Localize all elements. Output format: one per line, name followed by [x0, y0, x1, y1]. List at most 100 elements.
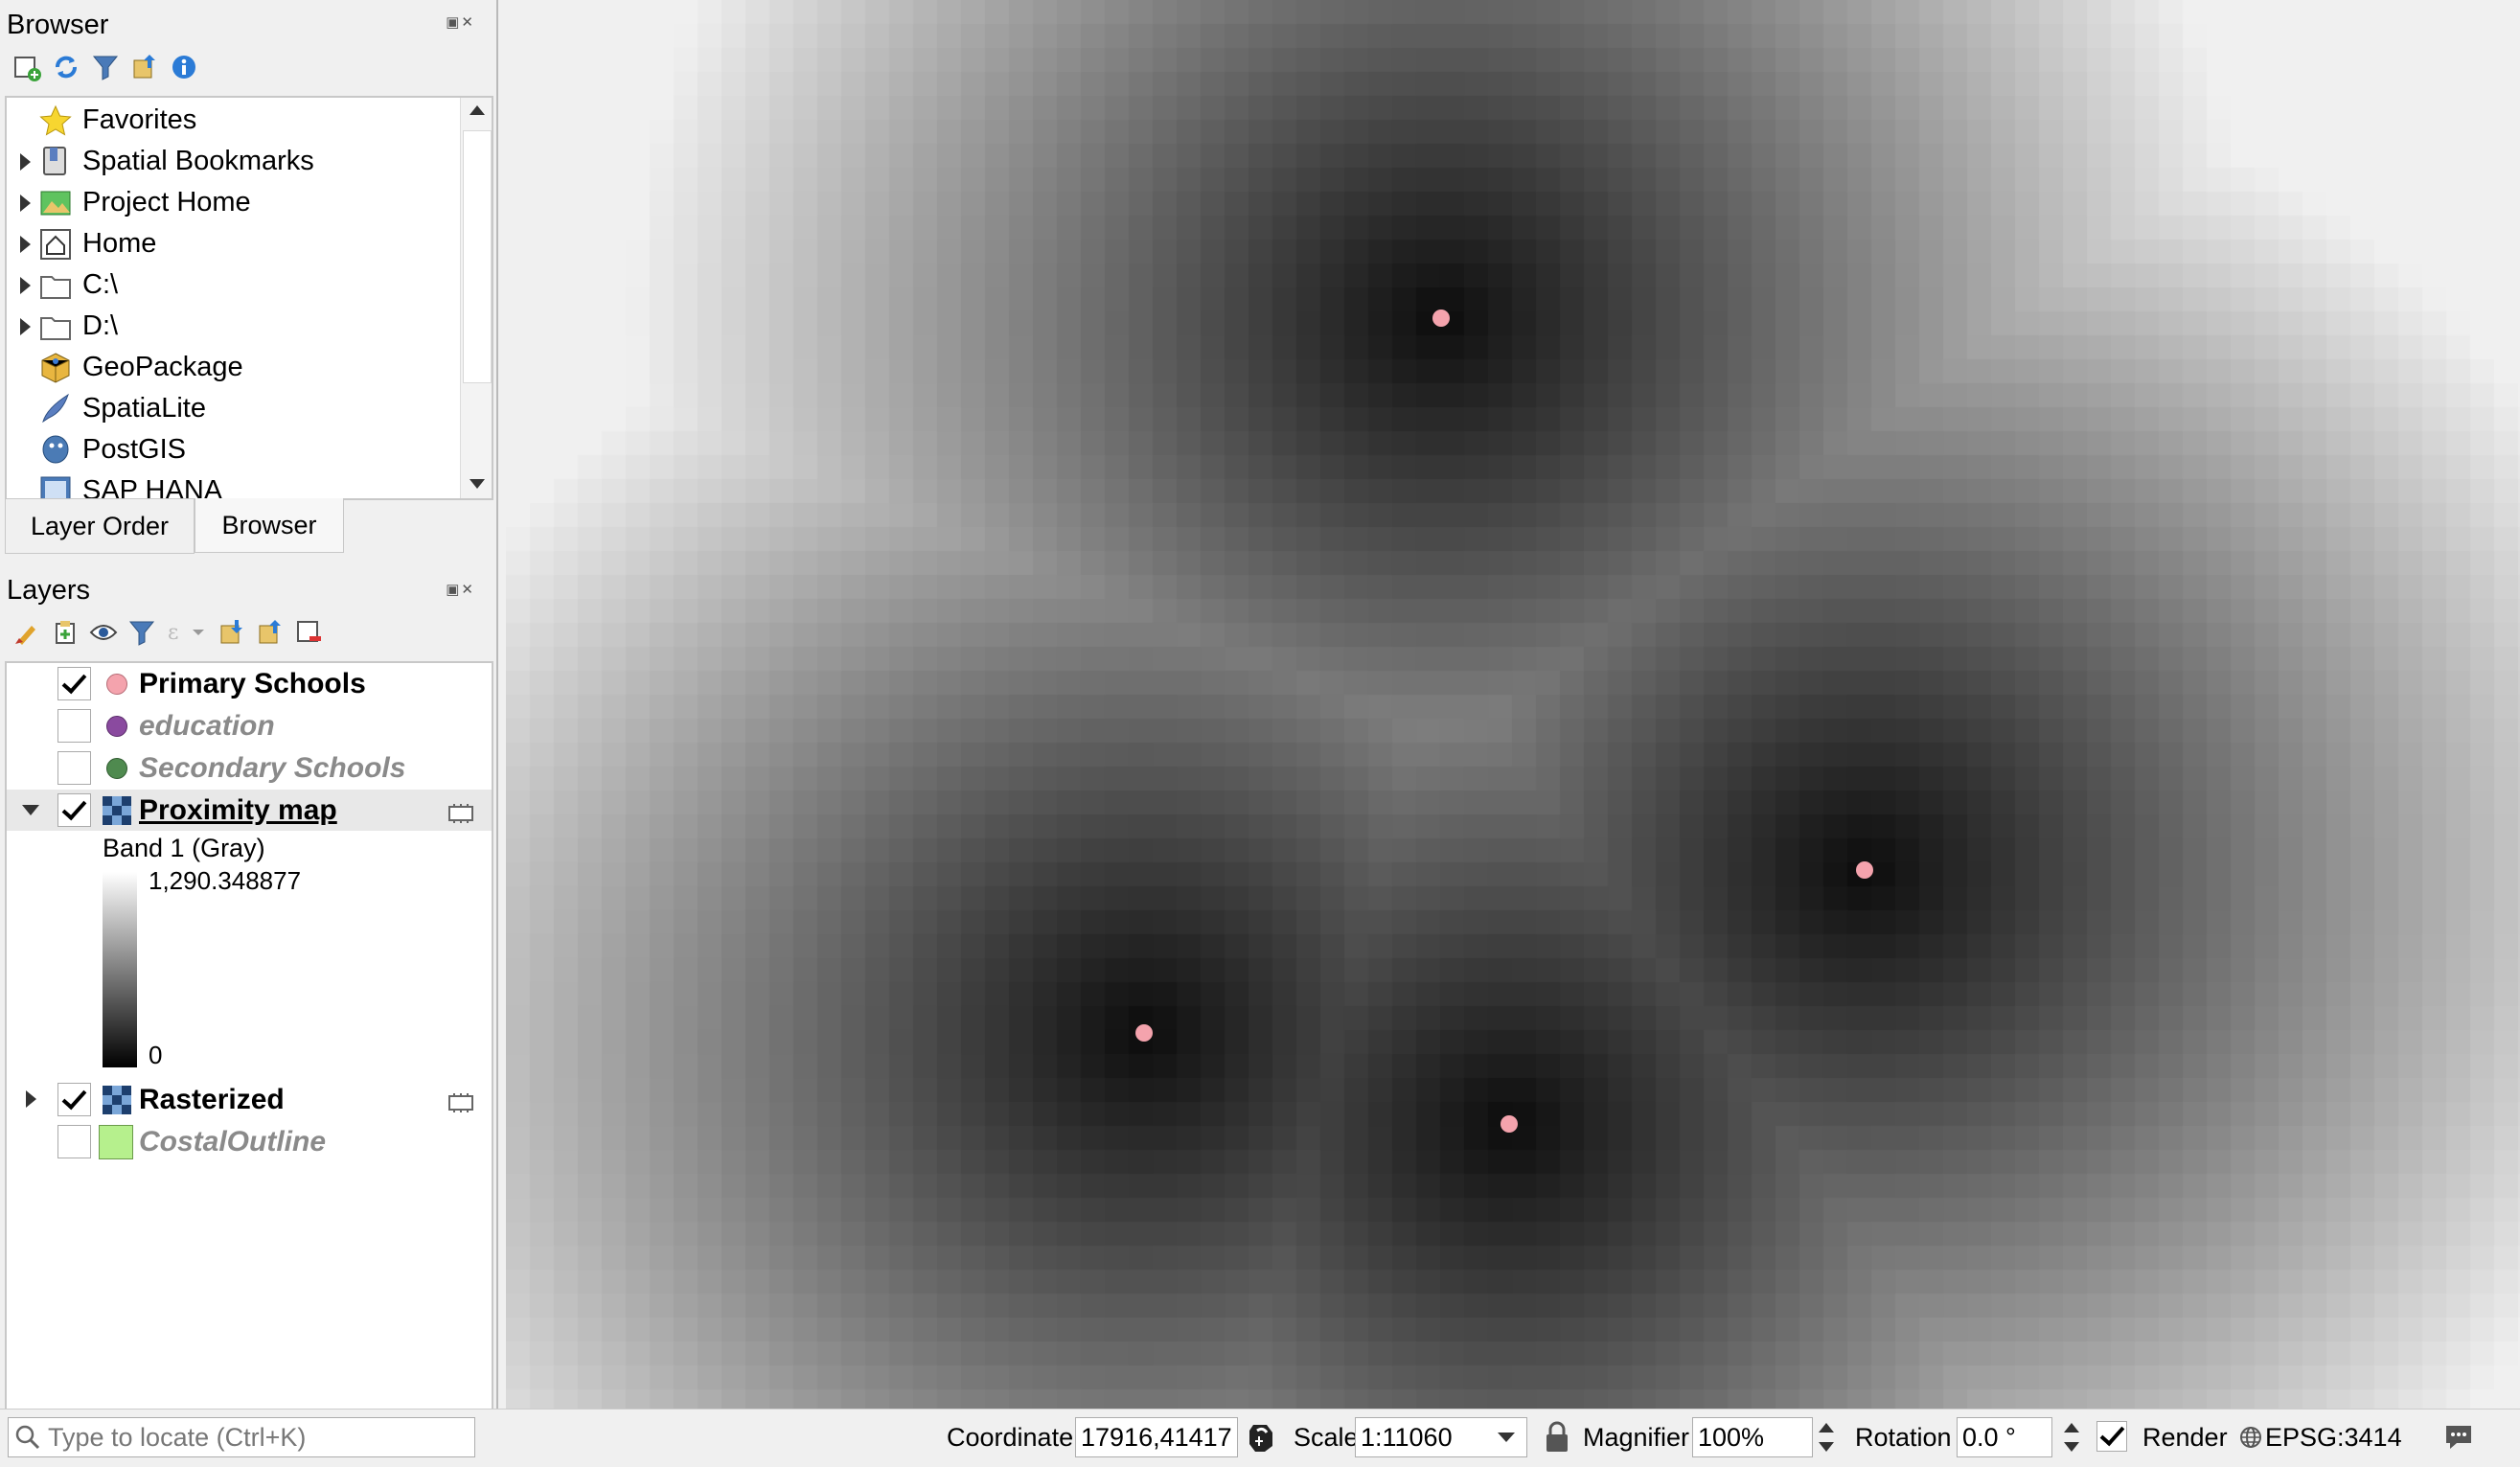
- expand-arrow-icon[interactable]: [11, 264, 38, 306]
- expand-arrow-icon[interactable]: [26, 1090, 36, 1108]
- sap-hana-icon: [38, 474, 73, 498]
- visibility-eye-icon[interactable]: [88, 617, 119, 648]
- add-group-icon[interactable]: [50, 617, 80, 648]
- layer-row-education[interactable]: education: [7, 705, 492, 746]
- style-brush-icon[interactable]: [11, 617, 42, 648]
- mouse-extents-icon[interactable]: [1246, 1421, 1278, 1458]
- spatialite-icon: [38, 392, 73, 426]
- layer-checkbox[interactable]: [57, 709, 91, 743]
- layer-checkbox[interactable]: [57, 1125, 91, 1158]
- scroll-down-icon[interactable]: [470, 479, 485, 489]
- svg-text:ε: ε: [168, 621, 178, 645]
- scale-label: Scale: [1294, 1423, 1359, 1452]
- info-icon[interactable]: [169, 52, 199, 82]
- browser-item-label: C:\: [82, 269, 119, 300]
- tree-spacer: [11, 470, 38, 498]
- browser-panel-controls[interactable]: ▣✕: [446, 14, 475, 31]
- school-point-marker[interactable]: [1856, 861, 1873, 879]
- school-point-marker[interactable]: [1432, 309, 1450, 327]
- bookmark-icon: [38, 145, 73, 179]
- collapse-arrow-icon[interactable]: [22, 805, 39, 815]
- chevron-down-icon[interactable]: [1498, 1433, 1515, 1442]
- magnifier-spinner[interactable]: [1813, 1417, 1840, 1457]
- browser-scrollbar[interactable]: [460, 98, 492, 498]
- filter-legend-icon[interactable]: [126, 617, 157, 648]
- scroll-thumb[interactable]: [463, 130, 492, 383]
- browser-item-sap-hana[interactable]: SAP HANA: [7, 470, 223, 500]
- magnifier-field[interactable]: 100%: [1692, 1417, 1813, 1457]
- project-home-icon: [38, 186, 73, 220]
- rotation-spinner[interactable]: [2058, 1417, 2085, 1457]
- locate-placeholder: Type to locate (Ctrl+K): [48, 1422, 307, 1452]
- legend-max-value: 1,290.348877: [149, 866, 302, 895]
- locate-search-input[interactable]: Type to locate (Ctrl+K): [8, 1417, 475, 1457]
- layers-panel-controls[interactable]: ▣✕: [446, 582, 475, 598]
- collapse-all-icon[interactable]: [129, 52, 160, 82]
- browser-item-postgis[interactable]: PostGIS: [7, 429, 186, 470]
- expand-arrow-icon[interactable]: [11, 223, 38, 264]
- rotation-label: Rotation: [1855, 1423, 1952, 1452]
- expand-arrow-icon[interactable]: [11, 141, 38, 182]
- browser-item-label: D:\: [82, 310, 119, 341]
- layer-name: Primary Schools: [139, 667, 366, 699]
- layer-row-secondary-schools[interactable]: Secondary Schools: [7, 747, 492, 789]
- layer-checkbox[interactable]: [57, 751, 91, 785]
- crs-button[interactable]: EPSG:3414: [2265, 1423, 2402, 1452]
- layer-row-costal-outline[interactable]: CostalOutline: [7, 1121, 492, 1162]
- tab-browser[interactable]: Browser: [195, 498, 344, 553]
- layer-checkbox[interactable]: [57, 1083, 91, 1116]
- layer-row-primary-schools[interactable]: Primary Schools: [7, 663, 492, 704]
- expand-arrow-icon[interactable]: [11, 306, 38, 347]
- browser-item-project-home[interactable]: Project Home: [7, 182, 251, 223]
- point-symbol-icon: [103, 712, 131, 741]
- tab-layer-order[interactable]: Layer Order: [5, 498, 195, 554]
- messages-icon[interactable]: [2443, 1423, 2474, 1456]
- browser-item-label: Spatial Bookmarks: [82, 146, 314, 176]
- browser-item-home[interactable]: Home: [7, 223, 156, 264]
- remove-layer-icon[interactable]: [293, 617, 324, 648]
- school-point-marker[interactable]: [1135, 1024, 1153, 1042]
- lock-icon[interactable]: [1543, 1421, 1571, 1458]
- expand-all-icon[interactable]: [217, 617, 247, 648]
- layers-tree[interactable]: Primary Schools education Secondary Scho…: [5, 661, 493, 1412]
- browser-item-spatialite[interactable]: SpatiaLite: [7, 388, 206, 429]
- browser-item-d[interactable]: D:\: [7, 306, 118, 347]
- refresh-icon[interactable]: [51, 52, 81, 82]
- browser-item-spatial-bookmarks[interactable]: Spatial Bookmarks: [7, 141, 314, 182]
- add-selected-layers-icon[interactable]: [11, 52, 42, 82]
- filter-icon[interactable]: [90, 52, 121, 82]
- coordinate-field[interactable]: 17916,41417: [1075, 1417, 1238, 1457]
- folder-icon: [38, 309, 73, 344]
- layers-panel-title: Layers: [7, 575, 91, 606]
- school-point-marker[interactable]: [1501, 1115, 1518, 1133]
- home-icon: [38, 227, 73, 262]
- coordinate-label: Coordinate: [947, 1423, 1074, 1452]
- collapse-layers-icon[interactable]: [255, 617, 286, 648]
- crs-globe-icon[interactable]: [2238, 1425, 2263, 1455]
- render-label: Render: [2142, 1423, 2228, 1452]
- legend-min-value: 0: [149, 1041, 163, 1069]
- expand-arrow-icon[interactable]: [11, 182, 38, 223]
- scroll-up-icon[interactable]: [470, 105, 485, 115]
- browser-item-c[interactable]: C:\: [7, 264, 118, 306]
- layer-row-proximity-map[interactable]: Proximity map: [7, 790, 492, 831]
- browser-item-favorites[interactable]: Favorites: [7, 100, 196, 141]
- layer-checkbox[interactable]: [57, 667, 91, 700]
- layer-indicator-icon[interactable]: [447, 799, 474, 832]
- browser-item-label: SAP HANA: [82, 475, 223, 500]
- layer-name: Proximity map: [139, 793, 337, 826]
- search-icon: [15, 1425, 40, 1450]
- render-checkbox[interactable]: [2096, 1421, 2127, 1452]
- layer-indicator-icon[interactable]: [447, 1089, 474, 1121]
- polygon-symbol-icon: [99, 1124, 133, 1159]
- scale-combobox[interactable]: 1:11060: [1355, 1417, 1527, 1457]
- rotation-field[interactable]: 0.0 °: [1957, 1417, 2052, 1457]
- status-bar: Type to locate (Ctrl+K) Coordinate 17916…: [0, 1409, 2520, 1467]
- layer-row-rasterized[interactable]: Rasterized: [7, 1079, 492, 1120]
- browser-item-label: Project Home: [82, 187, 251, 218]
- layer-checkbox[interactable]: [57, 793, 91, 827]
- browser-tree[interactable]: Favorites Spatial Bookmarks Project Home Ho…: [5, 96, 493, 500]
- map-canvas[interactable]: [506, 0, 2520, 1409]
- tree-spacer: [11, 388, 38, 429]
- browser-item-geopackage[interactable]: GeoPackage: [7, 347, 243, 388]
